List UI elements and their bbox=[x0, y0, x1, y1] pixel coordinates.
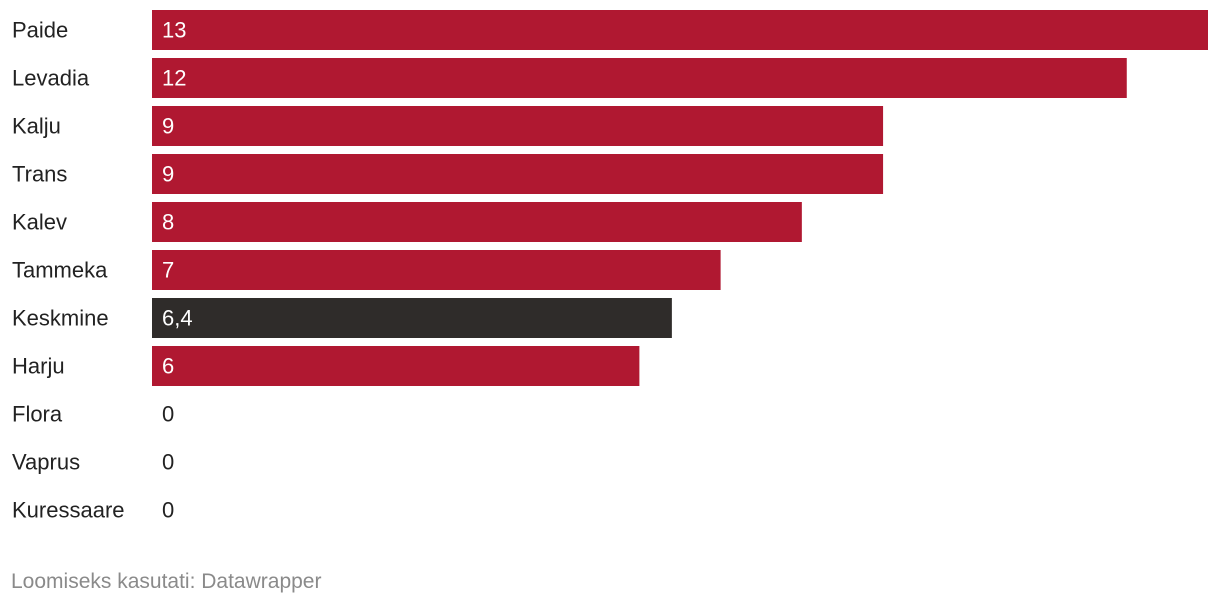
value-label-levadia: 12 bbox=[162, 66, 186, 91]
value-label-tammeka: 7 bbox=[162, 258, 174, 283]
category-label-kalev: Kalev bbox=[12, 210, 67, 235]
category-label-trans: Trans bbox=[12, 162, 67, 187]
bar-tammeka bbox=[152, 250, 721, 290]
value-label-vaprus: 0 bbox=[162, 450, 174, 475]
category-label-tammeka: Tammeka bbox=[12, 258, 108, 283]
category-label-keskmine: Keskmine bbox=[12, 306, 109, 331]
bar-harju bbox=[152, 346, 640, 386]
value-label-keskmine: 6,4 bbox=[162, 306, 193, 331]
category-label-flora: Flora bbox=[12, 402, 63, 427]
value-label-paide: 13 bbox=[162, 18, 186, 43]
value-label-flora: 0 bbox=[162, 402, 174, 427]
category-label-levadia: Levadia bbox=[12, 66, 90, 91]
category-label-kalju: Kalju bbox=[12, 114, 61, 139]
category-label-kuressaare: Kuressaare bbox=[12, 498, 125, 523]
bar-kalev bbox=[152, 202, 802, 242]
value-label-kalev: 8 bbox=[162, 210, 174, 235]
value-label-harju: 6 bbox=[162, 354, 174, 379]
bar-chart: Paide 13 Levadia 12 Kalju 9 Trans 9 Kalev 8 Tammek… bbox=[12, 10, 1208, 523]
bar-paide bbox=[152, 10, 1208, 50]
value-label-kuressaare: 0 bbox=[162, 498, 174, 523]
category-label-paide: Paide bbox=[12, 18, 68, 43]
chart-credit: Loomiseks kasutati: Datawrapper bbox=[11, 570, 322, 593]
category-label-vaprus: Vaprus bbox=[12, 450, 80, 475]
bar-kalju bbox=[152, 106, 884, 146]
value-label-trans: 9 bbox=[162, 162, 174, 187]
bar-levadia bbox=[152, 58, 1127, 98]
value-label-kalju: 9 bbox=[162, 114, 174, 139]
category-label-harju: Harju bbox=[12, 354, 65, 379]
bar-trans bbox=[152, 154, 884, 194]
bar-keskmine bbox=[152, 298, 672, 338]
